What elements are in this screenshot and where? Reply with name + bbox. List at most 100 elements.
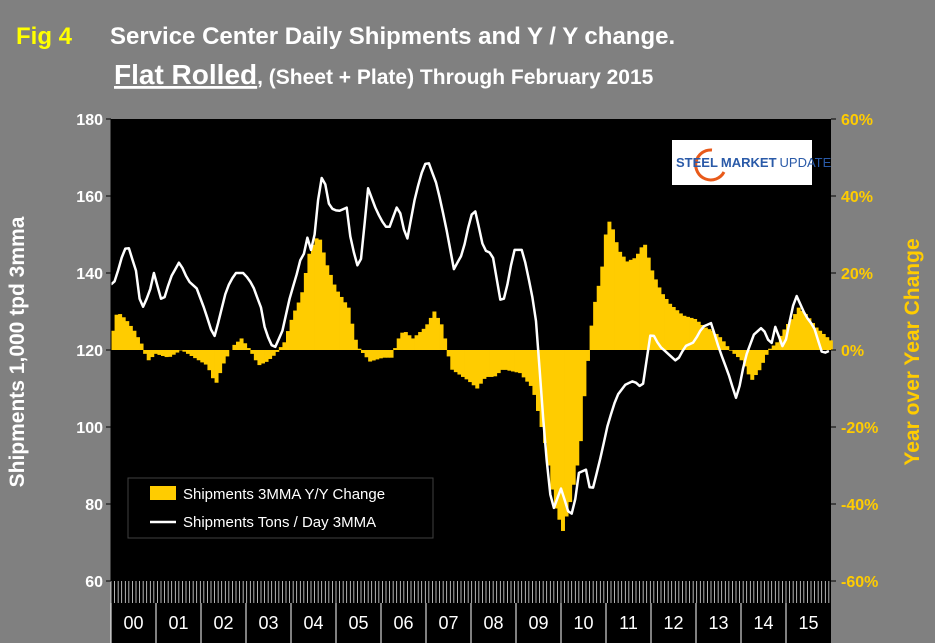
logo-text: STEEL MARKET UPDATE	[676, 155, 832, 170]
bar	[432, 311, 437, 350]
bar	[446, 350, 451, 357]
bar	[614, 242, 619, 350]
bar	[568, 350, 573, 503]
bar	[668, 303, 673, 350]
bar	[489, 350, 494, 377]
bar	[732, 350, 737, 354]
bar	[303, 273, 308, 350]
bar	[325, 265, 330, 350]
bar	[682, 315, 687, 350]
right-tick-label: 60%	[841, 112, 873, 129]
bar	[357, 348, 362, 350]
bar	[114, 314, 119, 350]
right-tick-label: -40%	[841, 497, 878, 514]
bar	[478, 350, 483, 384]
bar	[396, 338, 401, 350]
x-tick-label: 06	[393, 613, 413, 633]
bar	[521, 350, 526, 378]
bar	[653, 279, 658, 350]
legend-label-bars: Shipments 3MMA Y/Y Change	[183, 486, 385, 503]
bar	[439, 324, 444, 350]
x-tick-label: 09	[528, 613, 548, 633]
bar	[596, 285, 601, 350]
bar	[664, 298, 669, 350]
bar	[425, 324, 430, 350]
bar	[457, 350, 462, 375]
bar	[636, 253, 640, 350]
bar	[493, 350, 498, 377]
chart-title-line2: Flat Rolled, (Sheet + Plate) Through Feb…	[114, 59, 654, 90]
bar	[132, 330, 137, 350]
bar	[164, 350, 169, 358]
bar	[771, 345, 776, 350]
right-tick-label: 0%	[841, 343, 864, 360]
logo-swoosh-icon	[694, 148, 726, 182]
bar	[675, 310, 680, 350]
bar	[293, 310, 298, 350]
bar	[175, 350, 180, 353]
bar	[332, 284, 337, 350]
bar	[528, 350, 533, 386]
bar	[157, 350, 162, 355]
bar	[736, 350, 740, 358]
bar	[471, 350, 476, 386]
bar	[436, 317, 440, 350]
bar	[553, 350, 558, 509]
bar	[650, 270, 655, 350]
bar	[443, 338, 448, 350]
bar	[464, 350, 469, 380]
bar	[289, 319, 294, 350]
bar	[382, 350, 387, 358]
bar	[364, 350, 369, 358]
legend: Shipments 3MMA Y/Y Change Shipments Tons…	[127, 477, 434, 539]
bar	[764, 350, 769, 355]
bar	[221, 350, 226, 364]
bar	[603, 234, 608, 350]
legend-box	[127, 477, 434, 539]
bar	[314, 238, 319, 350]
right-tick-label: -20%	[841, 420, 878, 437]
bar	[218, 350, 223, 374]
bar	[257, 350, 262, 366]
bar	[693, 318, 698, 350]
right-tick-label: 40%	[841, 189, 873, 206]
x-tick-label: 15	[798, 613, 818, 633]
bar	[321, 252, 326, 350]
bar	[239, 338, 244, 350]
bar	[168, 350, 173, 357]
bar	[368, 350, 373, 362]
left-tick-label: 120	[76, 343, 103, 360]
bar	[564, 350, 569, 517]
x-tick-label: 14	[753, 613, 773, 633]
bar	[200, 350, 205, 363]
bar	[278, 347, 283, 350]
bar	[121, 317, 126, 350]
bar	[757, 350, 762, 371]
bar	[346, 307, 351, 350]
bar	[128, 325, 133, 350]
bar	[789, 319, 794, 350]
x-tick-label: 02	[213, 613, 233, 633]
bar	[821, 333, 826, 350]
bar	[550, 350, 555, 490]
chart-title-line1: Service Center Daily Shipments and Y / Y…	[110, 23, 675, 50]
bar	[611, 229, 615, 350]
bar	[686, 316, 690, 350]
bar	[803, 314, 808, 350]
x-tick-label: 01	[168, 613, 188, 633]
bar	[232, 344, 237, 350]
bar	[207, 350, 212, 371]
bar	[300, 292, 305, 350]
left-tick-label: 180	[76, 112, 103, 129]
right-tick-label: -60%	[841, 574, 878, 591]
bar	[361, 350, 365, 353]
bar	[571, 350, 576, 485]
bar	[468, 350, 473, 383]
line-series	[110, 162, 830, 515]
bar	[196, 350, 201, 361]
bar	[393, 348, 398, 350]
bar	[575, 350, 580, 466]
bar	[589, 325, 594, 350]
bar	[475, 350, 480, 389]
bar	[607, 221, 612, 350]
